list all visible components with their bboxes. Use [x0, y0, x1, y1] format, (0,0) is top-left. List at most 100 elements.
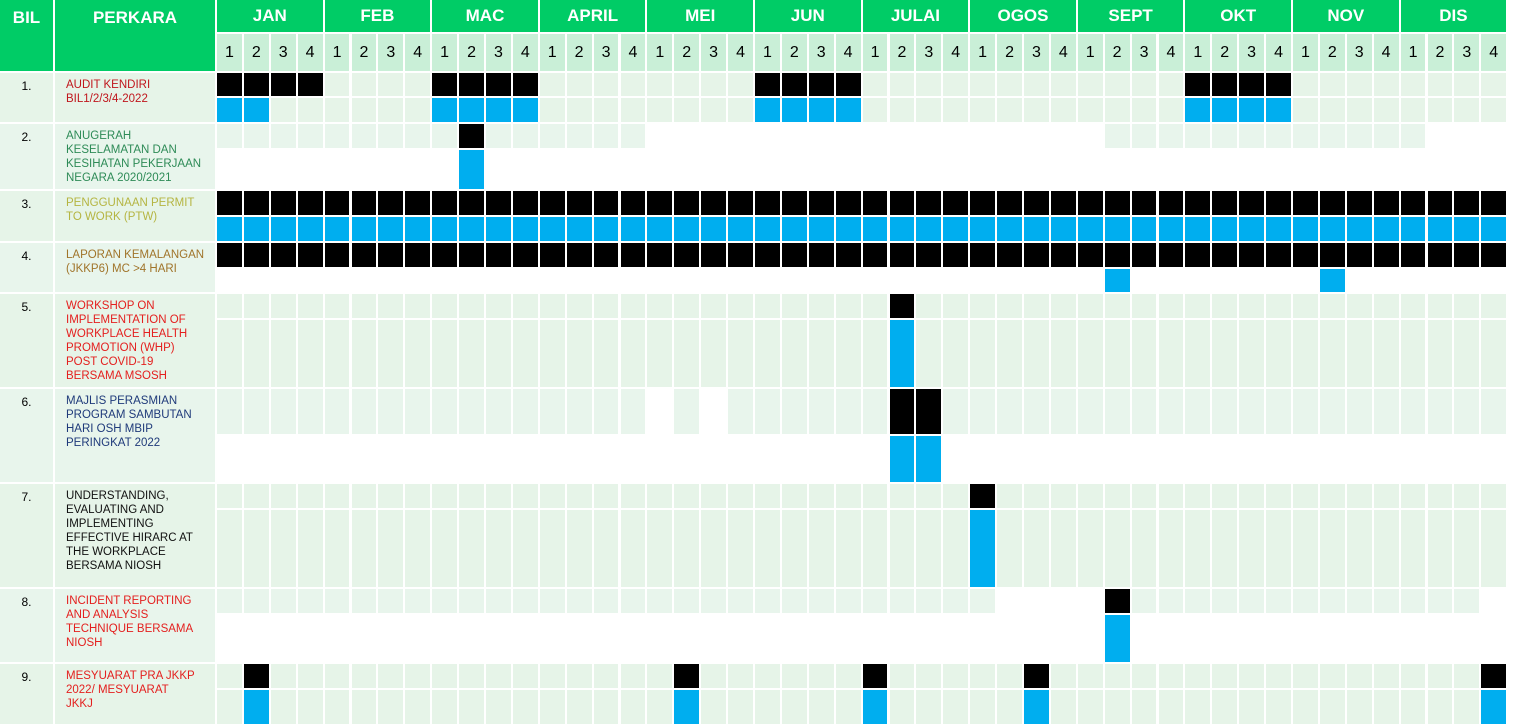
week-header: 4 — [512, 34, 540, 73]
plan-mark — [1427, 243, 1455, 269]
week-header: 4 — [620, 34, 648, 73]
schedule-cell — [297, 436, 325, 484]
plan-mark — [1293, 243, 1320, 269]
week-header: 4 — [1266, 34, 1293, 73]
actual-mark — [1024, 217, 1051, 243]
schedule-cell — [647, 294, 675, 320]
activity-text-line: POST COVID-19 — [66, 356, 154, 368]
schedule-cell — [270, 150, 298, 191]
schedule-cell — [1131, 269, 1159, 294]
schedule-cell — [1024, 389, 1051, 436]
schedule-cell — [1400, 589, 1428, 615]
activity-text-line: INCIDENT REPORTING — [66, 595, 192, 607]
schedule-cell — [1319, 73, 1347, 98]
actual-mark — [217, 217, 244, 243]
schedule-cell — [997, 320, 1024, 389]
plan-mark — [459, 73, 486, 98]
activity-text-line: PERINGKAT 2022 — [66, 437, 161, 449]
activity-text-line: IMPLEMENTATION OF — [66, 314, 186, 326]
plan-mark — [889, 294, 917, 320]
schedule-cell — [1481, 150, 1509, 191]
schedule-cell — [1077, 98, 1105, 124]
schedule-cell — [270, 615, 298, 664]
schedule-cell — [378, 294, 406, 320]
schedule-cell — [593, 320, 621, 389]
schedule-cell — [1239, 589, 1267, 615]
schedule-cell — [889, 98, 917, 124]
schedule-cell — [889, 269, 917, 294]
schedule-cell — [1400, 615, 1428, 664]
plan-mark — [1158, 243, 1186, 269]
schedule-cell — [1239, 320, 1267, 389]
week-header: 2 — [889, 34, 917, 73]
plan-mark — [217, 191, 244, 217]
schedule-cell — [566, 73, 594, 98]
schedule-cell — [728, 690, 755, 726]
schedule-cell — [1454, 690, 1482, 726]
schedule-cell — [1373, 436, 1401, 484]
schedule-cell — [1373, 690, 1401, 726]
actual-mark — [243, 690, 271, 726]
schedule-cell — [593, 664, 621, 690]
schedule-cell — [835, 589, 863, 615]
schedule-cell — [270, 269, 298, 294]
plan-mark — [1024, 243, 1051, 269]
schedule-cell — [808, 436, 836, 484]
actual-mark — [781, 98, 809, 124]
row-number: 5. — [0, 294, 55, 389]
schedule-cell — [270, 436, 298, 484]
schedule-cell — [1373, 320, 1401, 389]
activity-text-line: UNDERSTANDING, — [66, 490, 169, 502]
schedule-cell — [1077, 484, 1105, 510]
schedule-cell — [217, 589, 244, 615]
schedule-cell — [862, 73, 890, 98]
actual-mark — [835, 98, 863, 124]
schedule-cell — [512, 436, 540, 484]
schedule-cell — [1293, 690, 1320, 726]
activity-text-line: LAPORAN KEMALANGAN — [66, 249, 205, 261]
schedule-cell — [1373, 294, 1401, 320]
schedule-cell — [297, 484, 325, 510]
week-header: 2 — [997, 34, 1024, 73]
schedule-cell — [324, 150, 352, 191]
plan-mark — [1185, 191, 1213, 217]
schedule-cell — [405, 510, 433, 589]
activity-text-line: 2022/ MESYUARAT — [66, 684, 169, 696]
schedule-cell — [297, 615, 325, 664]
schedule-cell — [270, 124, 298, 150]
schedule-cell — [593, 124, 621, 150]
schedule-cell — [270, 389, 298, 436]
plan-mark — [1024, 664, 1051, 690]
plan-mark — [620, 243, 648, 269]
activity-description: UNDERSTANDING, EVALUATING AND IMPLEMENTING… — [55, 484, 217, 589]
schedule-cell — [997, 690, 1024, 726]
week-header: 3 — [1346, 34, 1374, 73]
schedule-cell — [1024, 124, 1051, 150]
month-header-jun: JUN — [755, 0, 863, 34]
schedule-cell — [1481, 73, 1509, 98]
schedule-cell — [1077, 690, 1105, 726]
plan-mark — [1400, 191, 1428, 217]
schedule-cell — [674, 150, 702, 191]
schedule-cell — [1319, 484, 1347, 510]
schedule-cell — [593, 269, 621, 294]
week-header: 1 — [862, 34, 890, 73]
schedule-cell — [270, 589, 298, 615]
schedule-cell — [1481, 294, 1509, 320]
schedule-cell — [1319, 98, 1347, 124]
schedule-cell — [970, 294, 998, 320]
schedule-cell — [728, 664, 755, 690]
schedule-cell — [217, 664, 244, 690]
schedule-cell — [351, 320, 379, 389]
schedule-cell — [324, 73, 352, 98]
schedule-cell — [270, 98, 298, 124]
schedule-cell — [1266, 269, 1293, 294]
schedule-cell — [781, 269, 809, 294]
schedule-cell — [243, 269, 271, 294]
plan-mark — [916, 191, 944, 217]
schedule-cell — [405, 98, 433, 124]
schedule-cell — [405, 124, 433, 150]
schedule-cell — [997, 294, 1024, 320]
schedule-cell — [1400, 150, 1428, 191]
actual-mark — [701, 217, 729, 243]
